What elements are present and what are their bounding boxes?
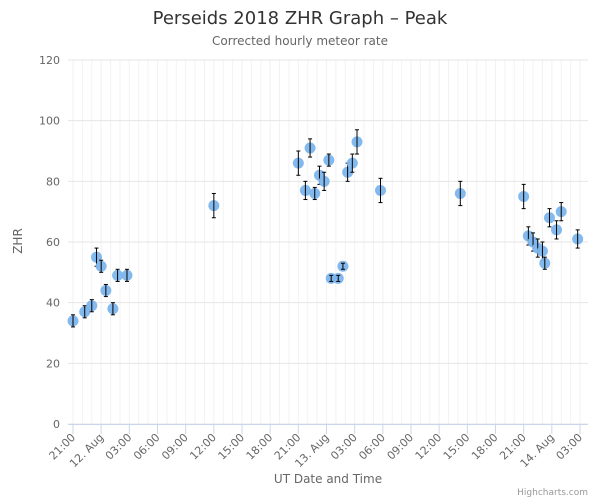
chart-subtitle: Corrected hourly meteor rate bbox=[212, 34, 388, 48]
grid bbox=[68, 59, 588, 425]
y-tick-label: 120 bbox=[39, 54, 60, 67]
x-axis-title: UT Date and Time bbox=[274, 472, 382, 486]
y-tick-label: 100 bbox=[39, 115, 60, 128]
y-tick-label: 40 bbox=[46, 297, 60, 310]
y-tick-label: 80 bbox=[46, 175, 60, 188]
data-points bbox=[67, 129, 584, 328]
y-tick-label: 0 bbox=[53, 418, 60, 431]
credits-link[interactable]: Highcharts.com bbox=[517, 488, 588, 498]
y-tick-label: 20 bbox=[46, 357, 60, 370]
chart-title: Perseids 2018 ZHR Graph – Peak bbox=[153, 8, 448, 29]
y-tick-label: 60 bbox=[46, 236, 60, 249]
y-axis-title: ZHR bbox=[11, 228, 25, 254]
